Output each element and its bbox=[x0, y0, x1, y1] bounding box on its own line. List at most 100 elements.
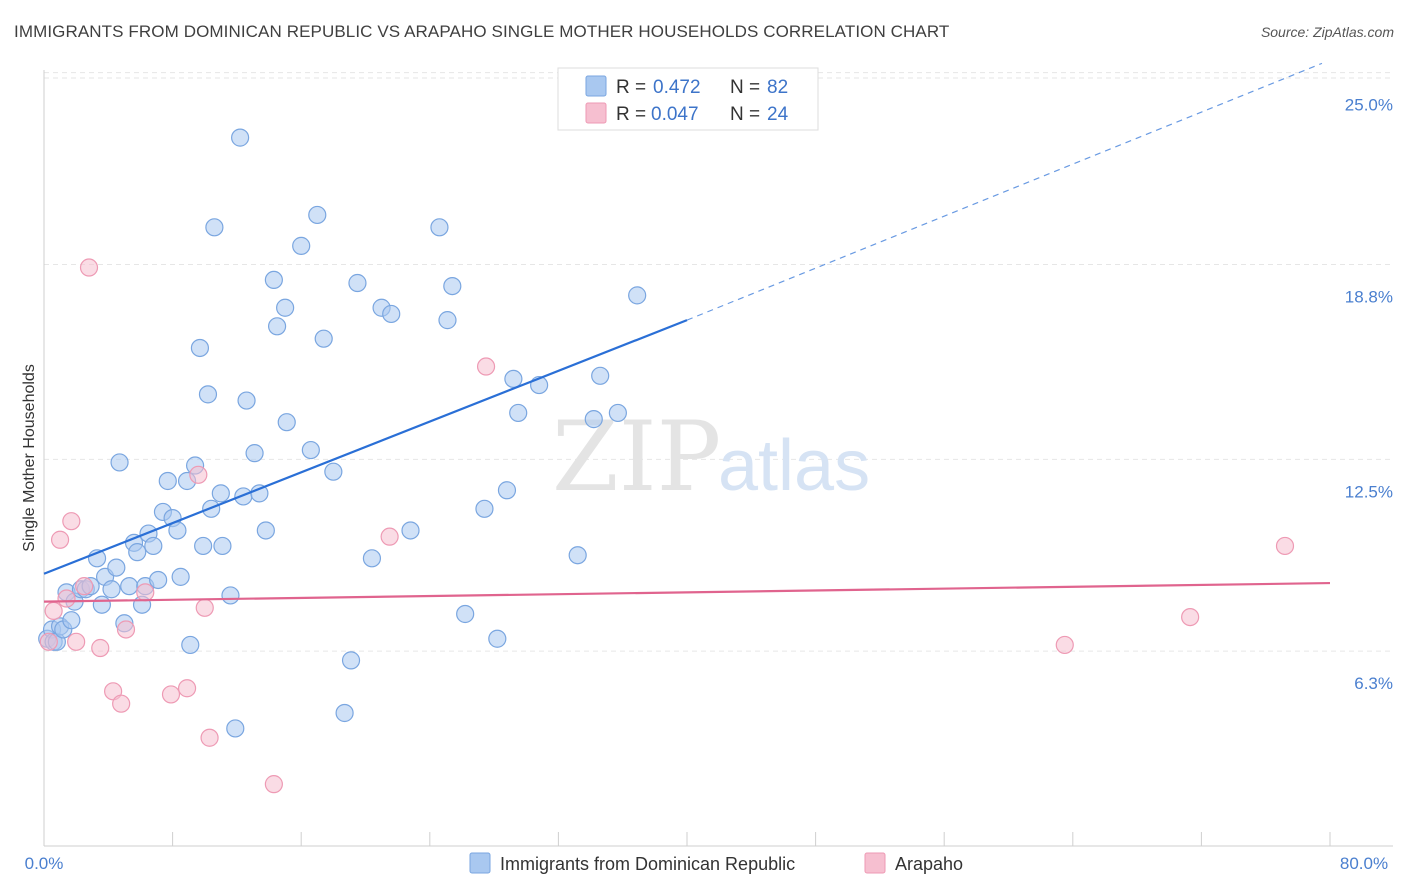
blue-data-point bbox=[158, 471, 177, 491]
x-tick-label-max: 80.0% bbox=[1340, 854, 1388, 873]
blue-trend-line bbox=[43, 319, 688, 575]
y-tick-label: 6.3% bbox=[1354, 674, 1393, 693]
blue-data-point bbox=[245, 444, 264, 463]
pink-data-point bbox=[75, 577, 94, 596]
legend-n-label-1: N = bbox=[730, 77, 760, 98]
pink-data-point bbox=[264, 775, 283, 794]
legend-swatch-blue bbox=[585, 75, 607, 97]
pink-data-point bbox=[177, 679, 197, 698]
blue-data-point bbox=[226, 719, 245, 738]
blue-data-point bbox=[110, 453, 129, 472]
watermark-zip: ZIP bbox=[552, 401, 721, 513]
pink-data-point bbox=[200, 728, 219, 747]
grid-lines bbox=[44, 72, 1393, 652]
pink-data-point bbox=[57, 589, 76, 608]
pink-trend-line bbox=[43, 581, 1331, 603]
scatter-points bbox=[38, 128, 1295, 794]
pink-data-point bbox=[380, 527, 399, 546]
bottom-legend-label-blue: Immigrants from Dominican Republic bbox=[500, 854, 795, 874]
legend: R = 0.472 N = 82 R = 0.047 N = 24 bbox=[557, 67, 819, 131]
blue-data-point bbox=[382, 304, 401, 324]
blue-data-point bbox=[120, 577, 139, 596]
blue-data-point bbox=[475, 499, 494, 518]
blue-data-point bbox=[276, 298, 295, 317]
pink-data-point bbox=[79, 258, 99, 277]
pink-data-point bbox=[1055, 635, 1074, 655]
pink-data-point bbox=[136, 583, 155, 602]
blue-data-point bbox=[149, 570, 168, 590]
blue-data-point bbox=[591, 366, 610, 385]
pink-data-point bbox=[1181, 607, 1200, 627]
pink-data-point bbox=[189, 465, 208, 484]
blue-data-point bbox=[194, 536, 213, 556]
source-label: Source: ZipAtlas.com bbox=[1260, 24, 1394, 40]
blue-data-point bbox=[504, 369, 523, 388]
pink-data-point bbox=[161, 685, 181, 704]
legend-n-label-2: N = bbox=[730, 104, 760, 125]
blue-data-point bbox=[264, 270, 283, 290]
blue-data-point bbox=[401, 521, 420, 540]
pink-data-point bbox=[62, 512, 81, 531]
bottom-legend-swatch-pink bbox=[864, 852, 886, 874]
blue-data-point bbox=[568, 546, 587, 565]
watermark-atlas: atlas bbox=[718, 426, 870, 506]
blue-data-point bbox=[181, 635, 200, 655]
blue-data-point bbox=[250, 484, 269, 503]
y-tick-label: 12.5% bbox=[1345, 482, 1393, 501]
blue-data-point bbox=[314, 329, 333, 348]
blue-data-point bbox=[144, 536, 163, 556]
pink-data-point bbox=[1275, 536, 1295, 556]
y-tick-labels: 6.3% 12.5% 18.8% 25.0% bbox=[1345, 96, 1393, 693]
blue-data-point bbox=[237, 391, 256, 410]
blue-data-point bbox=[362, 549, 382, 568]
blue-trend-extension bbox=[686, 62, 1323, 321]
legend-n-value-2: 24 bbox=[767, 104, 789, 125]
pink-data-point bbox=[50, 530, 70, 549]
bottom-legend-swatch-blue bbox=[469, 852, 491, 874]
blue-data-point bbox=[341, 651, 361, 670]
pink-data-point bbox=[44, 601, 63, 621]
blue-data-point bbox=[308, 205, 327, 225]
trend-lines bbox=[43, 62, 1331, 603]
blue-data-point bbox=[128, 543, 147, 562]
pink-data-point bbox=[39, 632, 58, 651]
y-axis-label: Single Mother Households bbox=[21, 364, 38, 552]
blue-data-point bbox=[488, 629, 507, 648]
blue-data-point bbox=[277, 413, 296, 432]
blue-data-point bbox=[456, 604, 475, 624]
blue-data-point bbox=[324, 462, 343, 481]
blue-data-point bbox=[171, 567, 190, 586]
blue-data-point bbox=[231, 128, 250, 147]
x-tick-label-min: 0.0% bbox=[25, 854, 64, 873]
blue-data-point bbox=[107, 558, 126, 577]
blue-data-point bbox=[267, 317, 287, 336]
pink-data-point bbox=[476, 357, 496, 376]
blue-data-point bbox=[211, 484, 230, 503]
blue-data-point bbox=[198, 385, 218, 404]
blue-data-point bbox=[584, 410, 603, 429]
blue-data-point bbox=[102, 580, 121, 599]
blue-data-point bbox=[205, 218, 224, 237]
blue-data-point bbox=[190, 338, 210, 358]
blue-data-point bbox=[608, 403, 627, 423]
pink-data-point bbox=[67, 632, 86, 651]
pink-data-point bbox=[112, 694, 131, 713]
bottom-legend: Immigrants from Dominican Republic Arapa… bbox=[469, 852, 963, 874]
legend-swatch-pink bbox=[585, 102, 607, 124]
y-tick-label: 18.8% bbox=[1345, 287, 1393, 306]
blue-data-point bbox=[62, 611, 81, 630]
blue-data-point bbox=[292, 236, 311, 255]
blue-data-point bbox=[213, 536, 232, 556]
pink-data-point bbox=[116, 620, 136, 639]
blue-data-point bbox=[438, 311, 457, 330]
watermark: ZIP atlas bbox=[552, 401, 870, 513]
bottom-legend-label-pink: Arapaho bbox=[895, 854, 963, 874]
axes bbox=[43, 70, 1393, 847]
blue-data-point bbox=[256, 521, 275, 540]
pink-data-point bbox=[91, 638, 110, 658]
legend-r-label-1: R = bbox=[616, 77, 646, 98]
legend-n-value-1: 82 bbox=[767, 77, 788, 98]
legend-r-value-1: 0.472 bbox=[653, 77, 701, 98]
blue-data-point bbox=[92, 595, 111, 614]
